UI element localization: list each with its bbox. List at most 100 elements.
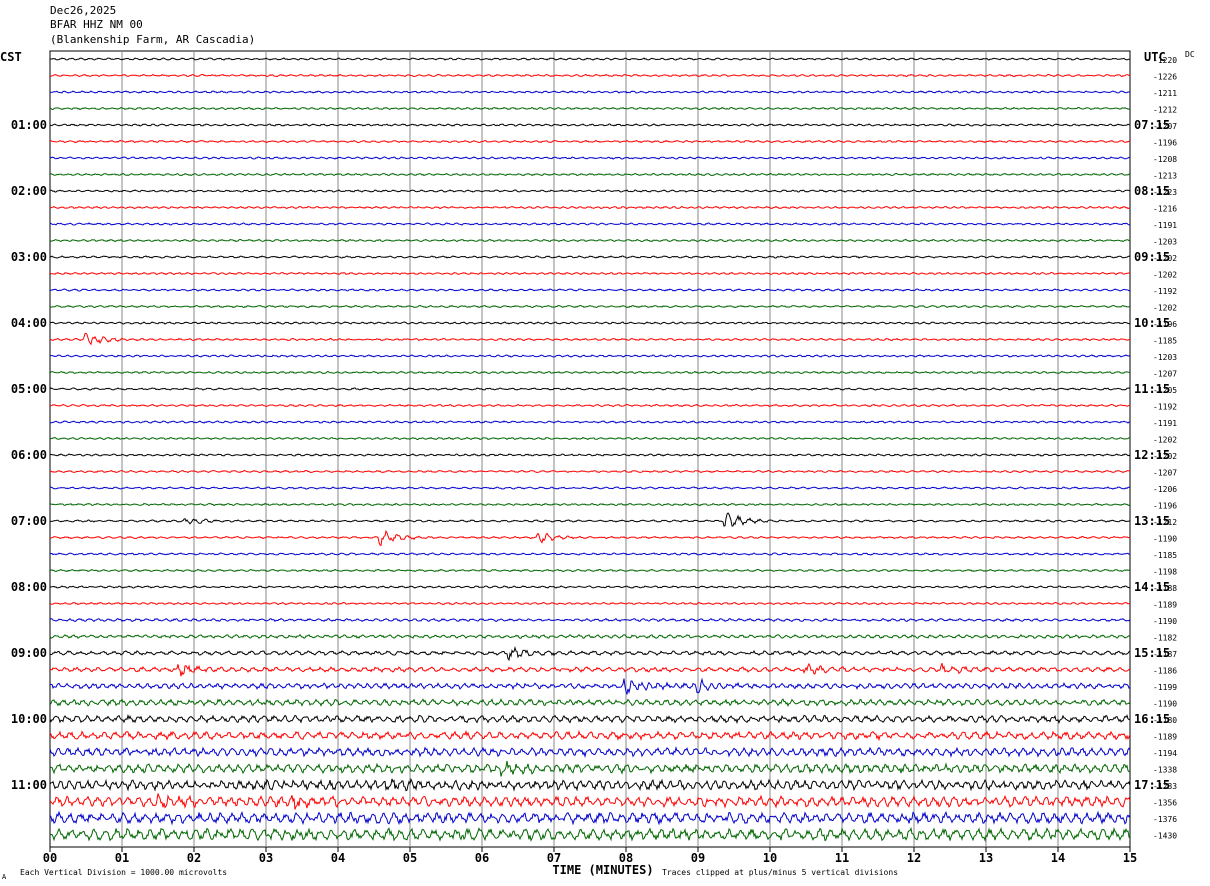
dc-offset-label: -1205 — [1153, 386, 1177, 395]
plot-frame — [49, 50, 1131, 848]
right-timezone-label: UTC — [1144, 50, 1166, 64]
left-hour-label: 04:00 — [11, 316, 47, 330]
x-tick-label: 00 — [43, 851, 57, 865]
dc-offset-label: -1196 — [1153, 502, 1177, 511]
seismic-trace — [49, 713, 1131, 725]
left-hour-label: 01:00 — [11, 118, 47, 132]
dc-offset-label: -1192 — [1153, 287, 1177, 296]
seismic-trace — [49, 512, 1131, 527]
seismic-trace — [49, 321, 1131, 325]
left-hour-label: 05:00 — [11, 382, 47, 396]
seismic-trace — [49, 745, 1131, 759]
x-tick-label: 15 — [1123, 851, 1137, 865]
seismic-trace — [49, 585, 1131, 589]
dc-offset-label: -1202 — [1153, 436, 1177, 445]
x-tick-label: 11 — [835, 851, 849, 865]
seismic-trace — [49, 617, 1131, 623]
right-hour-label: 08:15 — [1134, 184, 1170, 198]
seismic-trace — [49, 370, 1131, 375]
dc-offset-label: -1356 — [1153, 799, 1177, 808]
x-tick-label: 13 — [979, 851, 993, 865]
seismic-trace — [49, 810, 1131, 826]
dc-offset-label: -1216 — [1153, 205, 1177, 214]
dc-offset-label: -1220 — [1153, 56, 1177, 65]
dc-offset-label: -1185 — [1153, 551, 1177, 560]
dc-offset-label: -1206 — [1153, 485, 1177, 494]
dc-offset-label: -1430 — [1153, 832, 1177, 841]
x-tick-label: 05 — [403, 851, 417, 865]
x-tick-label: 07 — [547, 851, 561, 865]
left-hour-label: 06:00 — [11, 448, 47, 462]
dc-offset-label: -1212 — [1153, 518, 1177, 527]
seismic-trace — [49, 205, 1131, 210]
seismic-trace — [50, 123, 1131, 127]
seismic-trace — [49, 502, 1131, 507]
dc-offset-label: -1199 — [1153, 683, 1177, 692]
seismic-trace — [49, 255, 1131, 259]
right-hour-label: 14:15 — [1134, 580, 1170, 594]
seismic-trace — [49, 420, 1131, 424]
left-hour-label: 08:00 — [11, 580, 47, 594]
dc-offset-label: -1376 — [1153, 815, 1177, 824]
dc-offset-label: -1207 — [1153, 370, 1177, 379]
seismic-trace — [49, 634, 1131, 639]
right-hour-label: 17:15 — [1134, 778, 1170, 792]
dc-offset-label: -1189 — [1153, 601, 1177, 610]
seismic-trace — [49, 387, 1131, 391]
dc-offset-label: -1202 — [1153, 271, 1177, 280]
right-hour-label: 16:15 — [1134, 712, 1170, 726]
dc-offset-label: -1226 — [1153, 73, 1177, 82]
right-hour-label: 13:15 — [1134, 514, 1170, 528]
seismic-trace — [49, 453, 1131, 457]
x-tick-label: 14 — [1051, 851, 1065, 865]
dc-offset-label: -1180 — [1153, 716, 1177, 725]
right-hour-label: 12:15 — [1134, 448, 1170, 462]
left-hour-label: 09:00 — [11, 646, 47, 660]
x-tick-label: 02 — [187, 851, 201, 865]
dc-offset-label: -1198 — [1153, 568, 1177, 577]
seismic-trace — [49, 826, 1131, 843]
seismic-trace — [49, 486, 1131, 490]
left-timezone-label: CST — [0, 50, 22, 64]
dc-offset-label: -1182 — [1153, 634, 1177, 643]
dc-offset-label: -1190 — [1153, 700, 1177, 709]
x-tick-label: 06 — [475, 851, 489, 865]
dc-offset-label: -1213 — [1153, 172, 1177, 181]
right-hour-label: 09:15 — [1134, 250, 1170, 264]
seismic-trace — [49, 189, 1131, 193]
station-code: BFAR HHZ NM 00 — [50, 18, 143, 31]
seismic-trace — [49, 90, 1131, 94]
x-tick-label: 03 — [259, 851, 273, 865]
x-tick-label: 08 — [619, 851, 633, 865]
right-hour-label: 07:15 — [1134, 118, 1170, 132]
dc-offset-label: -1211 — [1153, 89, 1177, 98]
dc-offset-label: -1203 — [1153, 238, 1177, 247]
seismic-trace — [49, 139, 1131, 144]
dc-offset-label: -1202 — [1153, 254, 1177, 263]
dc-offset-label: -1186 — [1153, 667, 1177, 676]
seismic-trace — [49, 568, 1131, 573]
seismic-trace — [49, 698, 1131, 708]
left-hour-label: 10:00 — [11, 712, 47, 726]
plot-date: Dec26,2025 — [50, 4, 117, 17]
dc-offset-label: -1190 — [1153, 617, 1177, 626]
dc-offset-label: -1223 — [1153, 188, 1177, 197]
x-tick-label: 09 — [691, 851, 705, 865]
dc-offset-label: -1233 — [1153, 782, 1177, 791]
x-tick-label: 12 — [907, 851, 921, 865]
dc-offset-label: -1196 — [1153, 139, 1177, 148]
seismic-trace — [49, 760, 1131, 777]
x-tick-label: 01 — [115, 851, 129, 865]
seismic-trace — [49, 662, 1131, 677]
seismic-trace — [49, 436, 1131, 441]
clip-note: Traces clipped at plus/minus 5 vertical … — [662, 868, 898, 877]
seismic-trace — [49, 469, 1130, 474]
seismic-trace — [49, 777, 1131, 792]
seismic-trace — [49, 222, 1131, 226]
seismic-trace — [49, 552, 1130, 556]
left-hour-label: 07:00 — [11, 514, 47, 528]
station-location: (Blankenship Farm, AR Cascadia) — [50, 33, 256, 46]
dc-offset-label: -1187 — [1153, 650, 1177, 659]
left-hour-label: 02:00 — [11, 184, 47, 198]
